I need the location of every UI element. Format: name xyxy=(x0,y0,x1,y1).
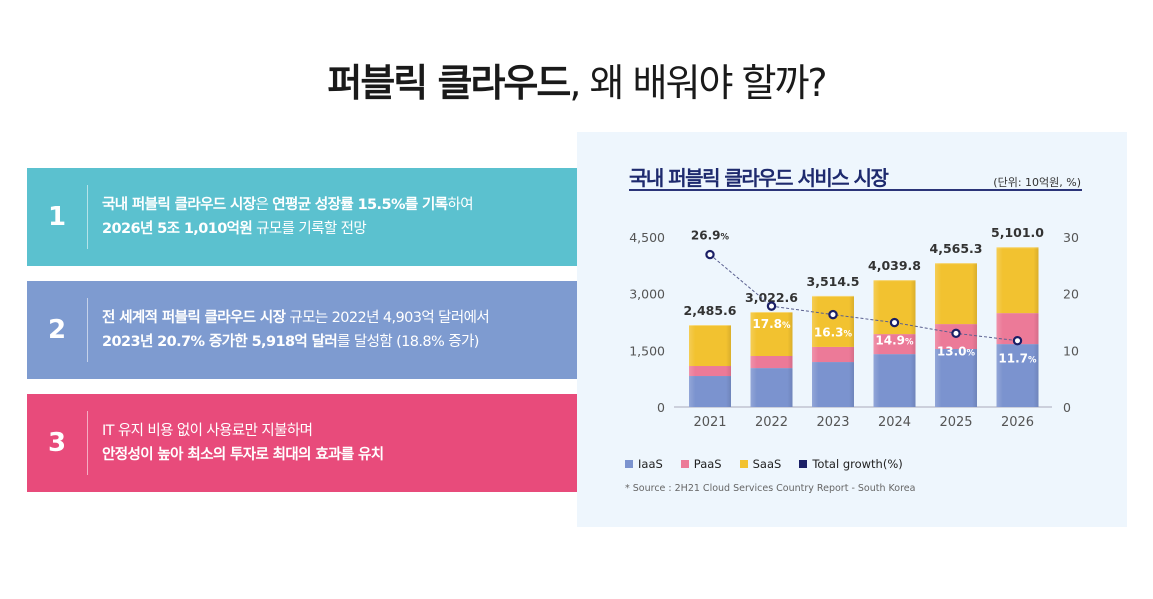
bar-shading xyxy=(812,295,854,347)
card-text-line1: 국내 퍼블릭 클라우드 시장은 연평균 성장률 15.5%를 기록하여 xyxy=(102,197,474,213)
legend-item-saas: SaaS xyxy=(739,457,782,471)
chart-legend: IaaS PaaS SaaS Total growth(%) xyxy=(625,457,903,471)
growth-label: 26.9% xyxy=(691,229,730,243)
bar-total-label: 3,514.5 xyxy=(807,274,860,289)
bar-shading xyxy=(750,311,793,356)
y-left-tick: 4,500 xyxy=(629,230,665,245)
card-divider xyxy=(87,298,88,362)
stacked-bar-chart: 0 1,500 3,000 4,500 0 10 20 30 2,485.6 2021 3,022.… xyxy=(629,225,1079,430)
chart-title: 국내 퍼블릭 클라우드 서비스 시장 xyxy=(629,166,889,190)
y-left-tick: 0 xyxy=(657,400,665,415)
growth-point xyxy=(951,328,961,339)
legend-swatch-icon xyxy=(739,460,748,468)
y-right-tick: 20 xyxy=(1063,287,1079,302)
bar-total-label: 3,022.6 xyxy=(745,290,798,305)
bar-shading xyxy=(689,366,731,377)
bar-shading xyxy=(873,334,916,355)
x-tick-label: 2022 xyxy=(755,415,788,430)
page-title-bold: 퍼블릭 클라우드 xyxy=(327,61,571,105)
card-number: 3 xyxy=(47,428,67,458)
card-text-line1: IT 유지 비용 없이 사용료만 지불하며 xyxy=(102,423,313,439)
x-tick-label: 2024 xyxy=(878,415,911,430)
legend-swatch-icon xyxy=(799,460,808,468)
growth-point xyxy=(828,309,838,320)
feature-card-2: 2 전 세계적 퍼블릭 클라우드 시장 규모는 2022년 4,903억 달러에서… xyxy=(27,281,577,379)
y-right-tick: 30 xyxy=(1063,230,1079,245)
legend-swatch-icon xyxy=(625,460,633,468)
growth-label: 16.3% xyxy=(814,326,853,340)
legend-label: IaaS xyxy=(638,457,663,471)
growth-point xyxy=(1012,335,1023,346)
legend-swatch-icon xyxy=(680,460,689,468)
growth-point xyxy=(766,301,777,311)
bar-shading xyxy=(750,356,793,369)
chart-panel: 국내 퍼블릭 클라우드 서비스 시장 (단위: 10억원, %) 0 1,500 3… xyxy=(577,132,1127,527)
bar-total-label: 5,101.0 xyxy=(991,225,1044,240)
legend-item-iaas: IaaS xyxy=(625,457,663,471)
title-divider xyxy=(629,189,1082,191)
legend-item-paas: PaaS xyxy=(680,457,722,471)
legend-label: Total growth(%) xyxy=(812,457,903,471)
bar-total-label: 4,565.3 xyxy=(930,241,983,256)
legend-item-totalgrowth: Total growth(%) xyxy=(799,457,903,471)
card-text: 전 세계적 퍼블릭 클라우드 시장 규모는 2022년 4,903억 달러에서 2… xyxy=(102,306,490,354)
y-left-tick: 1,500 xyxy=(629,343,665,358)
growth-point xyxy=(705,249,715,260)
legend-label: PaaS xyxy=(693,457,722,471)
y-right-tick: 10 xyxy=(1063,343,1079,358)
growth-point xyxy=(889,317,900,328)
growth-line xyxy=(709,254,1018,342)
source-note: * Source : 2H21 Cloud Services Country R… xyxy=(625,483,916,494)
bar-shading xyxy=(812,362,854,407)
card-text: 국내 퍼블릭 클라우드 시장은 연평균 성장률 15.5%를 기록하여 2026년… xyxy=(102,193,474,241)
card-number: 1 xyxy=(47,202,67,232)
y-right-tick: 0 xyxy=(1063,400,1071,415)
card-text-line2: 2023년 20.7% 증가한 5,918억 달러를 달성함 (18.8% 증가… xyxy=(102,334,479,350)
bar-shading xyxy=(873,354,916,407)
growth-label: 17.8% xyxy=(752,317,791,331)
card-text-line2: 안정성이 높아 최소의 투자로 최대의 효과를 유치 xyxy=(102,447,384,463)
chart-unit-label: (단위: 10억원, %) xyxy=(993,176,1081,189)
card-divider xyxy=(87,185,88,249)
card-text-line1: 전 세계적 퍼블릭 클라우드 시장 규모는 2022년 4,903억 달러에서 xyxy=(102,310,490,326)
card-divider xyxy=(87,411,88,475)
legend-label: SaaS xyxy=(752,457,782,471)
x-tick-label: 2025 xyxy=(939,415,972,430)
bar-shading xyxy=(996,247,1039,314)
card-number: 2 xyxy=(47,315,67,345)
bar-total-label: 2,485.6 xyxy=(684,303,737,318)
page-title-light: , 왜 배워야 할까? xyxy=(569,61,827,105)
x-tick-label: 2021 xyxy=(693,415,726,430)
bar-shading xyxy=(812,346,854,363)
y-left-tick: 3,000 xyxy=(629,287,665,302)
growth-label: 13.0% xyxy=(937,344,976,358)
bar-shading xyxy=(689,376,731,407)
bar-total-label: 4,039.8 xyxy=(868,258,921,273)
bar-shading xyxy=(750,368,793,407)
bar-shading xyxy=(935,349,977,407)
growth-label: 14.9% xyxy=(875,334,914,348)
x-tick-label: 2026 xyxy=(1001,415,1034,430)
x-tick-label: 2023 xyxy=(816,415,849,430)
feature-card-1: 1 국내 퍼블릭 클라우드 시장은 연평균 성장률 15.5%를 기록하여 2026… xyxy=(27,168,577,266)
page-title: 퍼블릭 클라우드, 왜 배워야 할까? xyxy=(0,58,1153,108)
card-text-line2: 2026년 5조 1,010억원 규모를 기록할 전망 xyxy=(102,221,367,237)
bar-shading xyxy=(935,263,977,325)
growth-label: 11.7% xyxy=(998,352,1037,366)
bar-shading xyxy=(689,325,731,367)
bar-shading xyxy=(996,344,1039,407)
